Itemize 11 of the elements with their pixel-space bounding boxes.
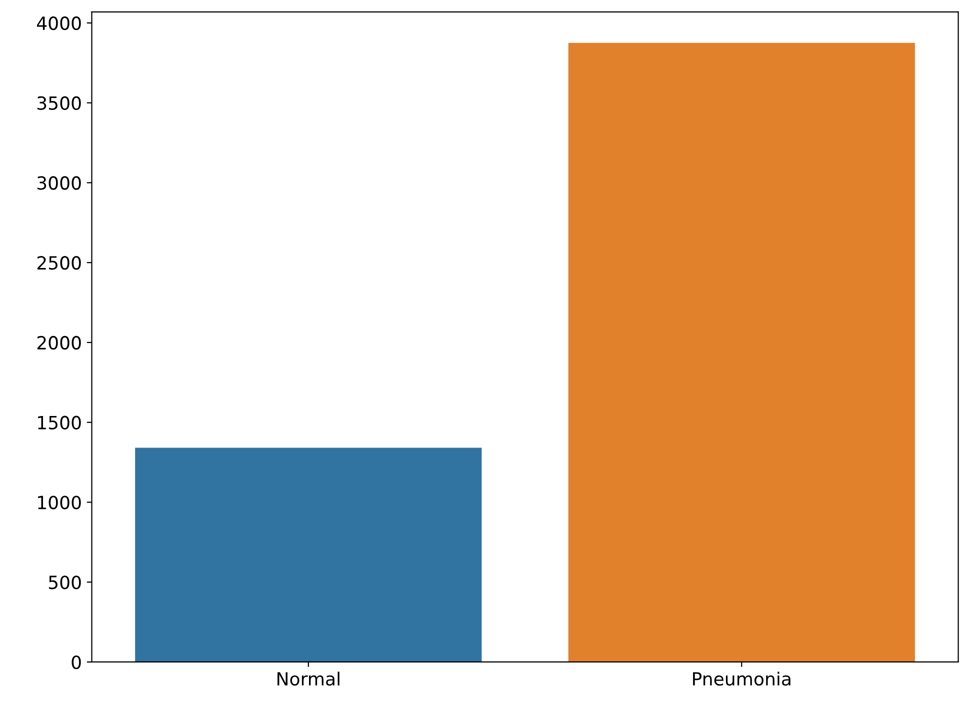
y-tick-label: 1000 (38, 496, 81, 510)
y-tick-label: 1500 (38, 416, 81, 430)
x-tick-label: Pneumonia (693, 672, 790, 686)
y-tick-label: 3500 (37, 96, 81, 110)
y-tick-label: 2500 (37, 256, 81, 270)
y-tick-label: 500 (48, 576, 81, 590)
x-tick-label: Normal (278, 672, 340, 686)
y-tick-label: 4000 (36, 16, 81, 30)
y-tick-label: 3000 (37, 176, 81, 190)
y-tick-label: 2000 (37, 336, 81, 350)
y-tick-label: 0 (72, 655, 81, 670)
